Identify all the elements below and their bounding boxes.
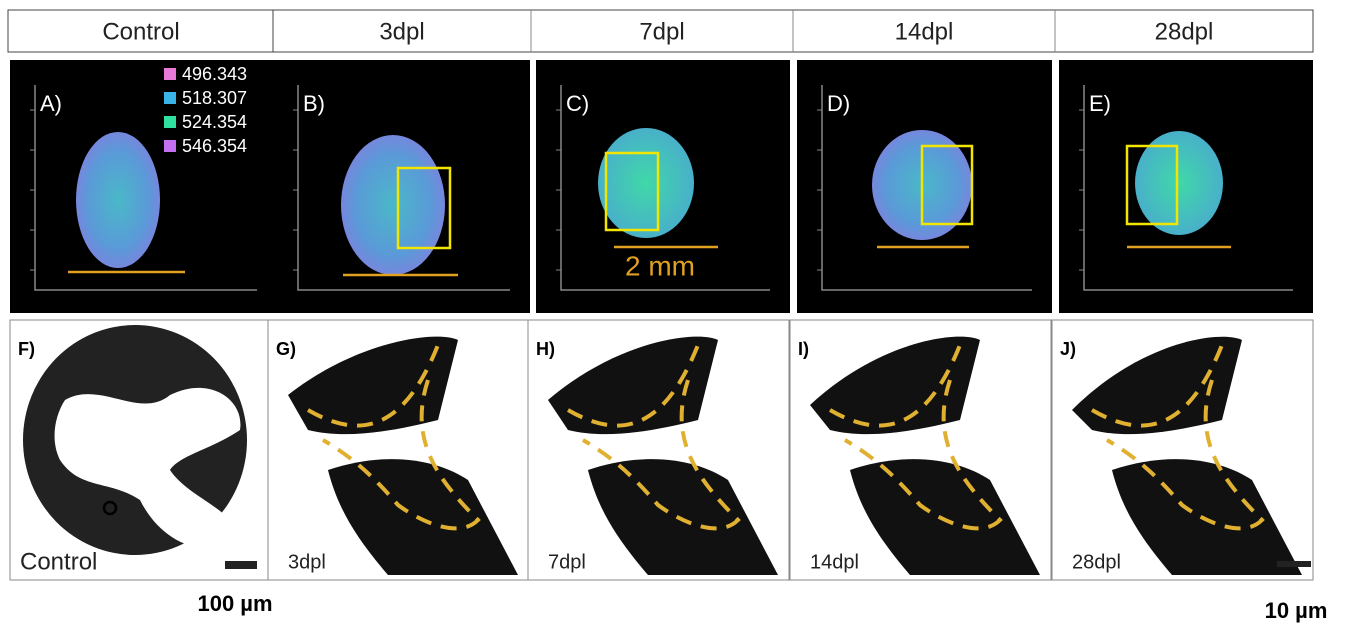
panel-label: G) xyxy=(276,339,296,359)
header-text: Control xyxy=(102,18,179,45)
tissue xyxy=(598,128,694,238)
legend-text: 524.354 xyxy=(182,112,247,132)
scale-bar xyxy=(1277,561,1311,567)
scale-label: 2 mm xyxy=(625,250,695,281)
legend-swatch xyxy=(164,116,176,128)
panel-label: A) xyxy=(40,91,62,116)
scale-bar-label: 100 µm xyxy=(197,591,272,616)
tissue xyxy=(341,135,445,275)
panel-label: F) xyxy=(18,339,35,359)
panel-caption: 7dpl xyxy=(548,551,586,573)
legend-text: 496.343 xyxy=(182,64,247,84)
header-text: 3dpl xyxy=(379,18,424,45)
panel-label: E) xyxy=(1089,91,1111,116)
header-text: 7dpl xyxy=(639,18,684,45)
legend-text: 546.354 xyxy=(182,136,247,156)
legend-swatch xyxy=(164,140,176,152)
panel-caption: 3dpl xyxy=(288,551,326,573)
panel-caption: Control xyxy=(20,548,97,575)
tissue xyxy=(76,132,160,268)
panel-caption: 28dpl xyxy=(1072,551,1121,573)
panel-label: C) xyxy=(566,91,589,116)
panel-label: B) xyxy=(303,91,325,116)
panel-label: J) xyxy=(1060,339,1076,359)
scale-bar-label: 10 µm xyxy=(1265,598,1328,623)
panels: Control 3dpl 7dpl 14dpl 28dpl A) B) C) D) E) 2 mm 4… xyxy=(10,10,1313,580)
panel-label: H) xyxy=(536,339,555,359)
figure: Control 3dpl 7dpl 14dpl 28dpl A) B) C) D) E) 2 mm 4… xyxy=(0,0,1346,631)
panel-label: D) xyxy=(827,91,850,116)
panel-caption: 14dpl xyxy=(810,551,859,573)
legend-swatch xyxy=(164,68,176,80)
legend-text: 518.307 xyxy=(182,88,247,108)
header-text: 14dpl xyxy=(895,18,954,45)
panel-label: I) xyxy=(798,339,809,359)
legend-swatch xyxy=(164,92,176,104)
scale-bar xyxy=(225,561,257,569)
header-text: 28dpl xyxy=(1155,18,1214,45)
